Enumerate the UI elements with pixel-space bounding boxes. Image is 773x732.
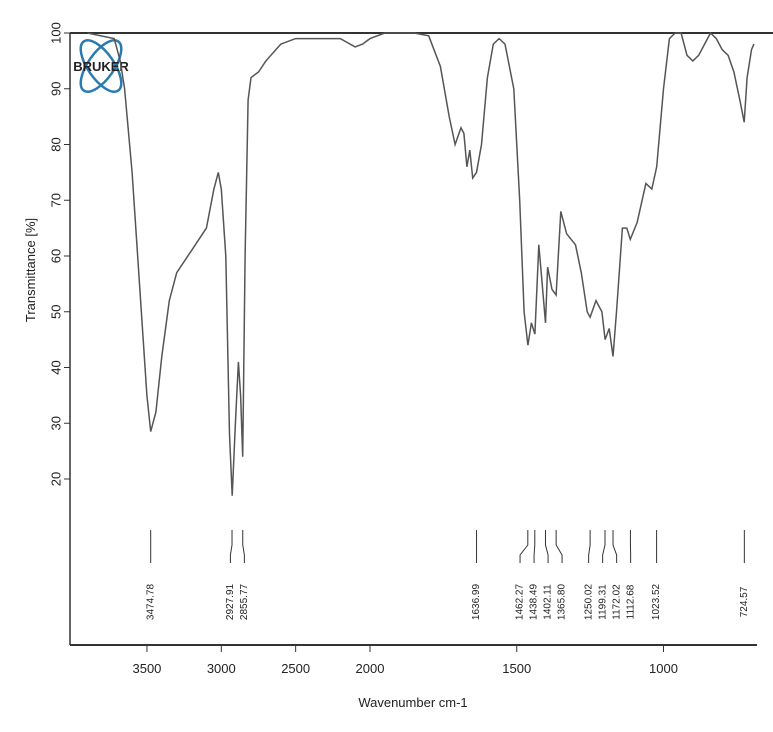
- spectrum-line: [87, 31, 755, 496]
- peak-label: 1112.68: [625, 584, 636, 619]
- peak-label: 724.57: [739, 586, 750, 617]
- peak-label: 1199.31: [597, 584, 608, 620]
- peak-label: 1365.80: [557, 583, 568, 620]
- peak-label: 1023.52: [651, 583, 662, 620]
- y-tick-label: 80: [48, 137, 63, 151]
- peak-label: 3474.78: [145, 583, 156, 620]
- x-axis-label: Wavenumber cm-1: [358, 695, 467, 710]
- y-tick-label: 90: [48, 82, 63, 96]
- peak-label: 1636.99: [471, 583, 482, 620]
- peak-label: 1438.49: [529, 583, 540, 620]
- x-tick-label: 2000: [356, 661, 385, 676]
- peak-marker: [242, 530, 245, 563]
- y-tick-label: 70: [48, 193, 63, 207]
- peak-marker: [544, 530, 549, 563]
- bruker-logo: BRUKER: [73, 39, 129, 93]
- x-tick-label: 3000: [207, 661, 236, 676]
- y-tick-label: 100: [48, 22, 63, 44]
- peak-marker: [555, 530, 563, 563]
- y-tick-label: 50: [48, 305, 63, 319]
- peak-marker: [612, 530, 618, 563]
- y-tick-label: 60: [48, 249, 63, 263]
- peak-label: 1172.02: [611, 584, 622, 620]
- y-tick-label: 20: [48, 472, 63, 486]
- y-tick-label: 40: [48, 360, 63, 374]
- x-tick-label: 1000: [649, 661, 678, 676]
- peak-label: 2927.91: [225, 583, 236, 620]
- y-tick-label: 30: [48, 416, 63, 430]
- peak-marker: [533, 530, 536, 563]
- peak-label: 2855.77: [239, 583, 250, 620]
- x-tick-label: 3500: [132, 661, 161, 676]
- peak-label: 1402.11: [543, 584, 554, 620]
- x-tick-label: 1500: [502, 661, 531, 676]
- y-axis-label: Transmittance [%]: [23, 218, 38, 322]
- peak-marker: [519, 530, 529, 563]
- x-tick-label: 2500: [281, 661, 310, 676]
- peak-label: 1462.27: [515, 583, 526, 620]
- peak-label: 1250.02: [583, 583, 594, 620]
- peak-marker: [588, 530, 591, 563]
- peak-marker: [229, 530, 233, 563]
- peak-marker: [602, 530, 606, 563]
- svg-text:BRUKER: BRUKER: [73, 59, 129, 74]
